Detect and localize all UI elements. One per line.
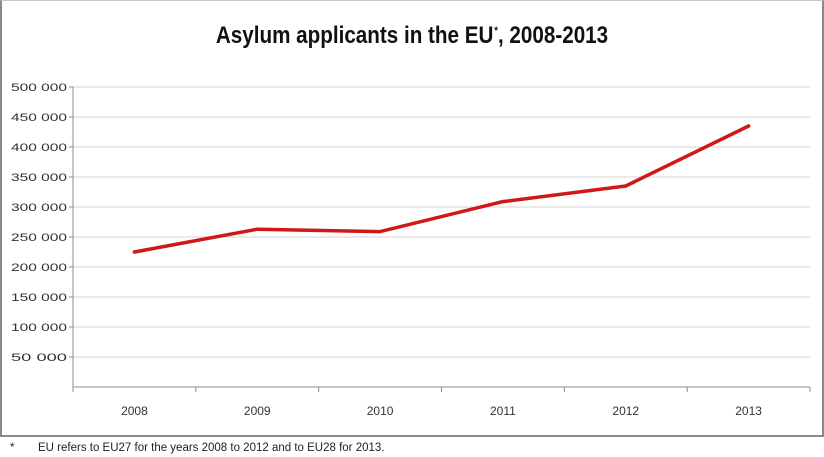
data-point bbox=[624, 184, 628, 188]
chart-frame bbox=[0, 0, 824, 437]
y-tick-label: 350 000 bbox=[11, 172, 67, 184]
y-tick-label: 50 000 bbox=[11, 352, 67, 364]
y-tick-label: 500 000 bbox=[11, 82, 67, 94]
footnote: * EU refers to EU27 for the years 2008 to… bbox=[10, 442, 385, 454]
chart-title-footnote-marker: * bbox=[494, 25, 498, 37]
y-tick-label: 150 000 bbox=[11, 292, 67, 304]
data-point bbox=[255, 227, 259, 231]
x-tick-label: 2011 bbox=[490, 404, 516, 418]
x-tick-label: 2008 bbox=[121, 404, 148, 418]
x-tick-label: 2010 bbox=[367, 404, 394, 418]
y-tick-label: 250 000 bbox=[11, 232, 67, 244]
x-tick-label: 2009 bbox=[244, 404, 271, 418]
y-tick-label: 100 000 bbox=[11, 322, 67, 334]
data-point bbox=[378, 230, 382, 234]
y-tick-label: 450 000 bbox=[11, 112, 67, 124]
data-point bbox=[746, 124, 751, 128]
x-tick-label: 2012 bbox=[612, 404, 639, 418]
footnote-text: EU refers to EU27 for the years 2008 to … bbox=[38, 442, 385, 454]
y-tick-label: 400 000 bbox=[11, 142, 67, 154]
data-point bbox=[501, 200, 505, 204]
series-line bbox=[132, 124, 751, 254]
chart-title: Asylum applicants in the EU*, 2008-2013 bbox=[58, 22, 767, 50]
chart-title-years: , 2008-2013 bbox=[497, 22, 609, 49]
footnote-marker: * bbox=[10, 442, 15, 454]
x-tick-label: 2013 bbox=[735, 404, 762, 418]
chart-title-text: Asylum applicants in the EU bbox=[215, 22, 494, 49]
y-tick-label: 300 000 bbox=[11, 202, 67, 214]
line-chart: 50 000 100 000 150 000 200 000 250 000 300 00… bbox=[11, 82, 811, 418]
y-tick-label: 200 000 bbox=[11, 262, 67, 274]
data-point bbox=[132, 250, 137, 254]
